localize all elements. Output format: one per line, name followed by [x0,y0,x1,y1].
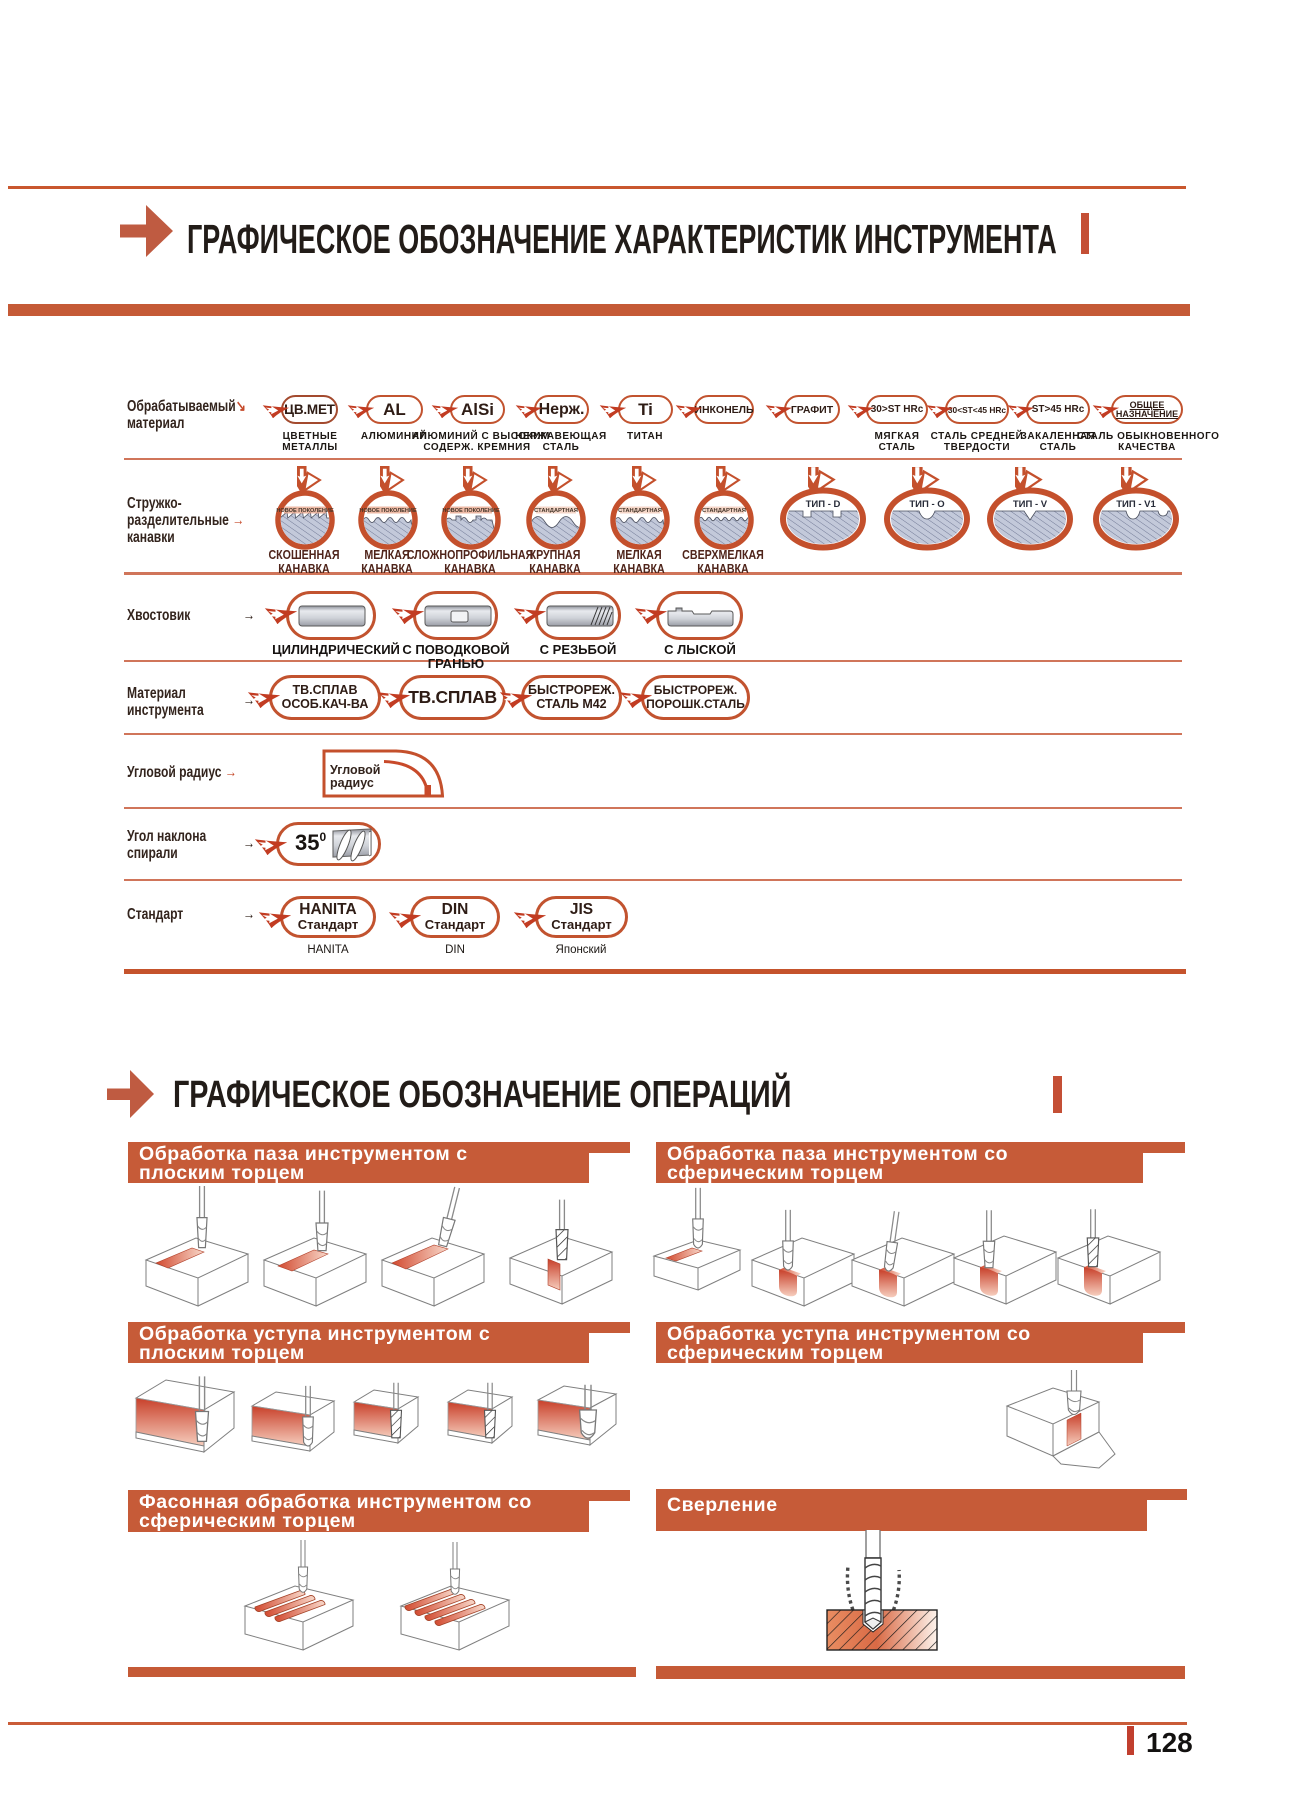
svg-text:ТИП - О: ТИП - О [909,499,944,510]
svg-text:НОВОЕ ПОКОЛЕНИЕ: НОВОЕ ПОКОЛЕНИЕ [359,508,417,514]
svg-text:ТИП - V1: ТИП - V1 [1116,499,1156,510]
svg-text:ТИП - V: ТИП - V [1013,499,1048,510]
svg-text:НОВОЕ ПОКОЛЕНИЕ: НОВОЕ ПОКОЛЕНИЕ [442,508,500,514]
svg-text:СТАНДАРТНАЯ: СТАНДАРТНАЯ [702,508,746,514]
svg-text:СТАНДАРТНАЯ: СТАНДАРТНАЯ [534,508,578,514]
svg-text:СТАНДАРТНАЯ: СТАНДАРТНАЯ [618,508,662,514]
svg-text:НОВОЕ ПОКОЛЕНИЕ: НОВОЕ ПОКОЛЕНИЕ [276,508,334,514]
svg-text:ТИП - D: ТИП - D [806,499,841,510]
